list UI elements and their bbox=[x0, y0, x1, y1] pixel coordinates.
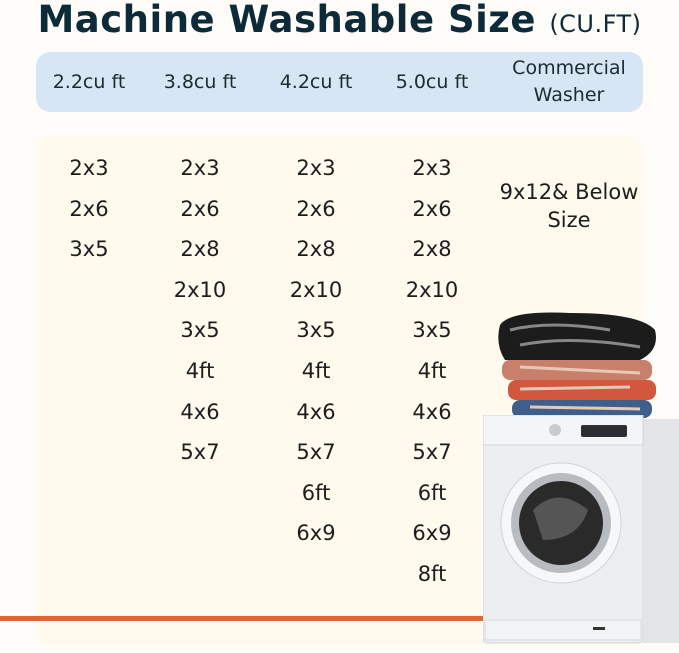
size-cell: 2x8 bbox=[180, 237, 220, 262]
size-cell: 4ft bbox=[301, 358, 331, 383]
size-cell: 2x10 bbox=[289, 277, 343, 302]
column-3-8: 2x3 2x6 2x8 2x10 3x5 4ft 4x6 5x7 bbox=[145, 150, 255, 475]
folded-rugs-image bbox=[498, 312, 656, 418]
size-cell: 6ft bbox=[301, 480, 331, 505]
size-cell: 2x3 bbox=[180, 156, 220, 180]
size-cell: 5x7 bbox=[412, 440, 452, 465]
accent-line bbox=[0, 616, 487, 621]
size-cell: 6x9 bbox=[412, 521, 452, 546]
size-cell: 6x9 bbox=[296, 521, 336, 546]
column-2-2: 2x3 2x6 3x5 bbox=[34, 150, 144, 272]
capacity-header: 2.2cu ft 3.8cu ft 4.2cu ft 5.0cu ft Comm… bbox=[36, 52, 643, 112]
size-cell: 3x5 bbox=[69, 237, 109, 262]
size-cell: 4x6 bbox=[296, 399, 336, 424]
header-5-0: 5.0cu ft bbox=[395, 70, 469, 93]
size-cell: 4ft bbox=[417, 358, 447, 383]
size-cell: 2x6 bbox=[296, 196, 336, 221]
header-4-2: 4.2cu ft bbox=[279, 70, 353, 93]
page-title: Machine Washable Size (CU.FT) bbox=[0, 0, 679, 41]
column-4-2: 2x3 2x6 2x8 2x10 3x5 4ft 4x6 5x7 6ft 6x9 bbox=[261, 150, 371, 556]
title-unit: (CU.FT) bbox=[549, 10, 642, 38]
size-cell: 2x8 bbox=[296, 237, 336, 262]
size-cell: 5x7 bbox=[296, 440, 336, 465]
size-cell: 3x5 bbox=[180, 318, 220, 343]
size-cell: 4x6 bbox=[180, 399, 220, 424]
header-3-8: 3.8cu ft bbox=[163, 70, 237, 93]
size-cell: 5x7 bbox=[180, 440, 220, 465]
size-cell: 2x10 bbox=[173, 277, 227, 302]
size-cell: 6ft bbox=[417, 480, 447, 505]
column-5-0: 2x3 2x6 2x8 2x10 3x5 4ft 4x6 5x7 6ft 6x9 8ft bbox=[377, 150, 487, 597]
size-cell: 2x10 bbox=[405, 277, 459, 302]
size-cell: 2x3 bbox=[296, 156, 336, 180]
header-2-2: 2.2cu ft bbox=[52, 70, 126, 93]
washing-machine-image bbox=[483, 415, 679, 644]
size-cell: 2x6 bbox=[69, 196, 109, 221]
size-cell: 3x5 bbox=[412, 318, 452, 343]
size-cell: 2x3 bbox=[69, 156, 109, 180]
size-cell: 8ft bbox=[417, 561, 447, 586]
commercial-sizes: 9x12& Below Size bbox=[499, 180, 639, 232]
title-main: Machine Washable Size bbox=[37, 0, 536, 41]
size-cell: 2x3 bbox=[412, 156, 452, 180]
size-cell: 3x5 bbox=[296, 318, 336, 343]
size-cell: 2x6 bbox=[180, 196, 220, 221]
size-cell: 2x6 bbox=[412, 196, 452, 221]
size-cell: 4x6 bbox=[412, 399, 452, 424]
size-cell: 4ft bbox=[185, 358, 215, 383]
header-commercial: Commercial Washer bbox=[512, 57, 626, 106]
size-cell: 2x8 bbox=[412, 237, 452, 262]
